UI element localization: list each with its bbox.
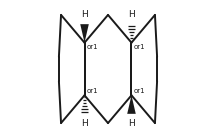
Text: or1: or1: [87, 88, 99, 94]
Text: H: H: [81, 119, 88, 128]
Text: or1: or1: [134, 88, 146, 94]
Text: H: H: [128, 10, 135, 19]
Text: or1: or1: [134, 44, 146, 50]
Text: or1: or1: [87, 44, 99, 50]
Text: H: H: [128, 119, 135, 128]
Text: H: H: [81, 10, 88, 19]
Polygon shape: [127, 95, 136, 114]
Polygon shape: [80, 24, 89, 43]
